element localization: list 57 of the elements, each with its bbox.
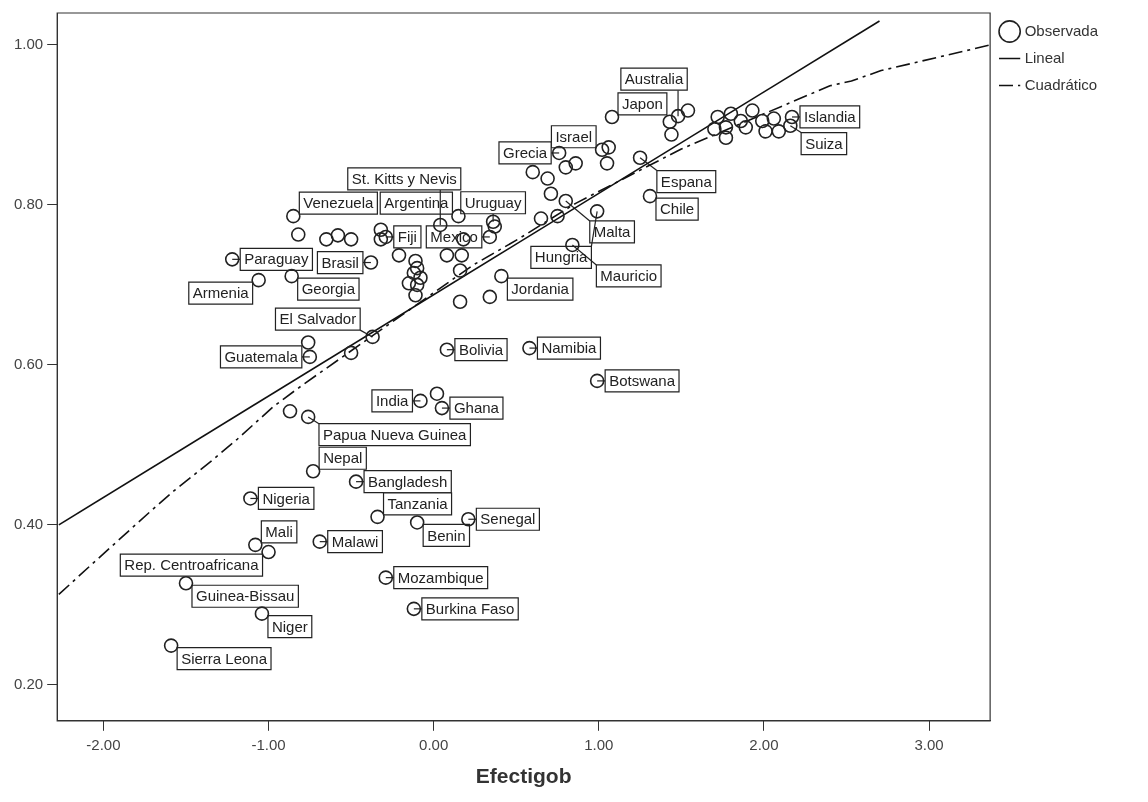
annotation: Paraguay [244,250,309,268]
annotation: Burkina Faso [425,599,515,617]
x-tick-label: 3.00 [914,735,944,753]
annotation: Mali [265,522,293,540]
annotation: India [375,392,410,410]
annotation: Australia [624,70,684,88]
annotation: Israel [555,127,593,145]
x-tick-label: -2.00 [86,735,121,753]
annotation: Niger [271,617,308,635]
x-axis-title: Efectigob [475,764,572,788]
annotation: Venezuela [303,194,375,212]
annotation: Uruguay [464,193,522,211]
annotation: Papua Nueva Guinea [322,425,468,443]
annotation: Georgia [301,280,356,298]
legend-label: Lineal [1024,48,1065,66]
y-tick-label: 0.60 [13,355,44,373]
x-tick-label: 2.00 [749,735,779,753]
annotation: Jordania [511,280,570,298]
annotation: Guatemala [224,348,299,366]
annotation: Grecia [502,144,548,162]
annotation: Malta [593,223,632,241]
annotation: Namibia [541,339,598,357]
annotation: Japon [622,95,663,113]
x-tick-label: 1.00 [584,735,614,753]
y-tick-label: 1.00 [13,35,44,53]
annotation: Nigeria [262,489,311,507]
annotation: Mozambique [397,568,484,586]
annotation: Chile [659,200,695,218]
y-tick-label: 0.80 [13,195,44,213]
annotation: Sierra Leona [181,649,268,667]
annotation: Brasil [321,253,359,271]
annotation: Bolivia [458,340,504,358]
annotation: Suiza [805,134,844,152]
annotation: Armenia [192,284,250,302]
annotation: Nepal [323,449,363,467]
annotation: Malawi [331,532,379,550]
annotation: Tanzania [387,495,449,512]
annotation: Rep. Centroafricana [124,556,260,574]
annotation: Bangladesh [368,472,448,490]
y-tick-label: 0.40 [13,515,44,532]
annotation: Benin [427,526,466,544]
annotation: Guinea-Bissau [195,587,295,605]
annotation: Senegal [480,510,536,528]
annotation: Hungria [534,248,589,266]
legend-label: Observada [1024,21,1099,39]
annotation: Botswana [609,372,676,390]
annotation: Fiji [397,228,417,246]
annotation: St. Kitts y Nevis [351,170,457,188]
y-tick-label: 0.20 [13,674,44,692]
annotation: Islandia [803,108,857,126]
x-tick-label: -1.00 [251,735,286,753]
annotation: Ghana [453,399,500,417]
x-tick-label: 0.00 [419,735,449,753]
annotation: El Salvador [279,310,357,328]
annotation: Espana [660,172,713,190]
legend-label: Cuadrático [1024,75,1098,93]
annotation: Mauricio [600,267,658,285]
